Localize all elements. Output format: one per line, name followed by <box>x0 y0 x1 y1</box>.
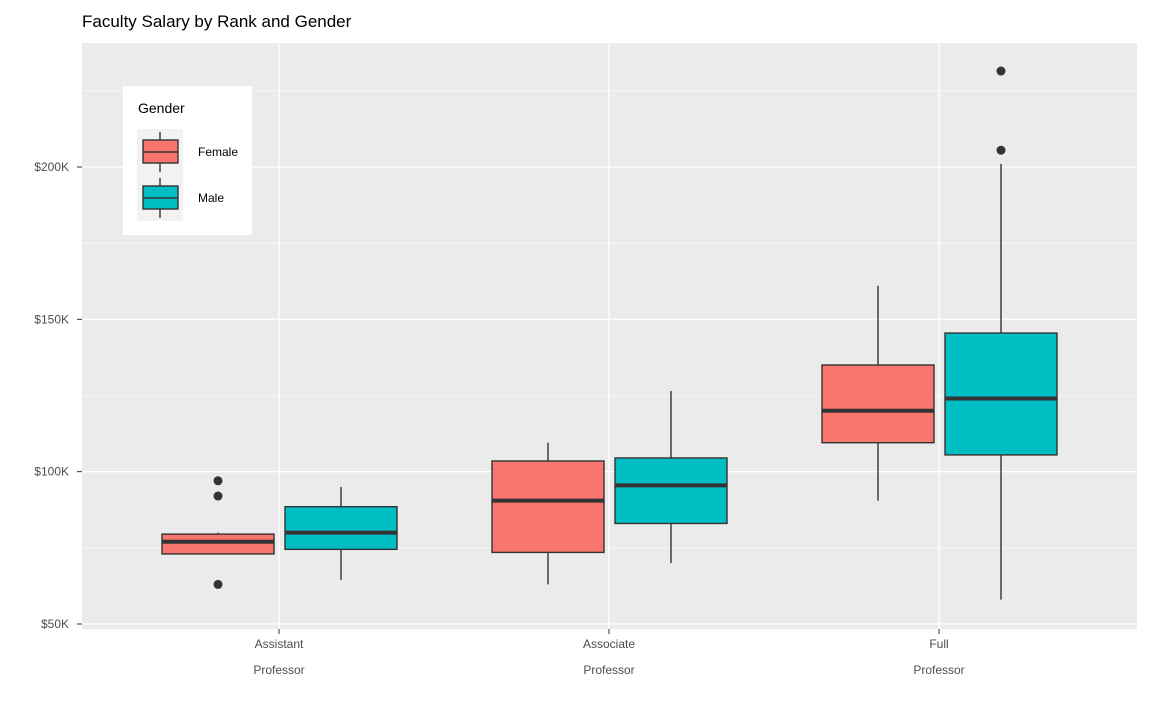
outlier-point <box>213 476 223 486</box>
x-tick-label: Professor <box>253 663 304 677</box>
axes: $50K $100K $150K $200K Assistant Professor Ass… <box>34 160 964 677</box>
y-tick-label: $50K <box>41 617 69 631</box>
box-female-2 <box>821 285 935 501</box>
y-tick-label: $100K <box>34 465 69 479</box>
box-iqr <box>161 533 275 555</box>
legend-title: Gender <box>138 100 185 116</box>
box-iqr <box>284 506 398 551</box>
chart-title: Faculty Salary by Rank and Gender <box>82 12 352 31</box>
box-male-0 <box>284 486 398 580</box>
boxplots <box>161 66 1058 600</box>
x-tick-label: Associate <box>583 637 635 651</box>
outlier-point <box>996 66 1006 76</box>
x-tick-label: Full <box>929 637 948 651</box>
legend-label-female: Female <box>198 145 238 159</box>
box-male-1 <box>614 390 728 564</box>
outlier-point <box>213 579 223 589</box>
box-female-1 <box>491 442 605 585</box>
y-tick-label: $150K <box>34 312 69 326</box>
box-male-2 <box>944 66 1058 600</box>
box-iqr <box>614 457 728 525</box>
x-tick-label: Professor <box>913 663 964 677</box>
outlier-point <box>213 491 223 501</box>
box-iqr <box>491 460 605 554</box>
box-iqr <box>944 332 1058 456</box>
box-female-0 <box>161 476 275 589</box>
x-tick-label: Professor <box>583 663 634 677</box>
y-tick-label: $200K <box>34 160 69 174</box>
x-tick-label: Assistant <box>255 637 304 651</box>
grid <box>82 43 1137 629</box>
legend: Gender Female Male <box>123 86 252 235</box>
outlier-point <box>996 145 1006 155</box>
legend-label-male: Male <box>198 191 224 205</box>
box-iqr <box>821 364 935 444</box>
